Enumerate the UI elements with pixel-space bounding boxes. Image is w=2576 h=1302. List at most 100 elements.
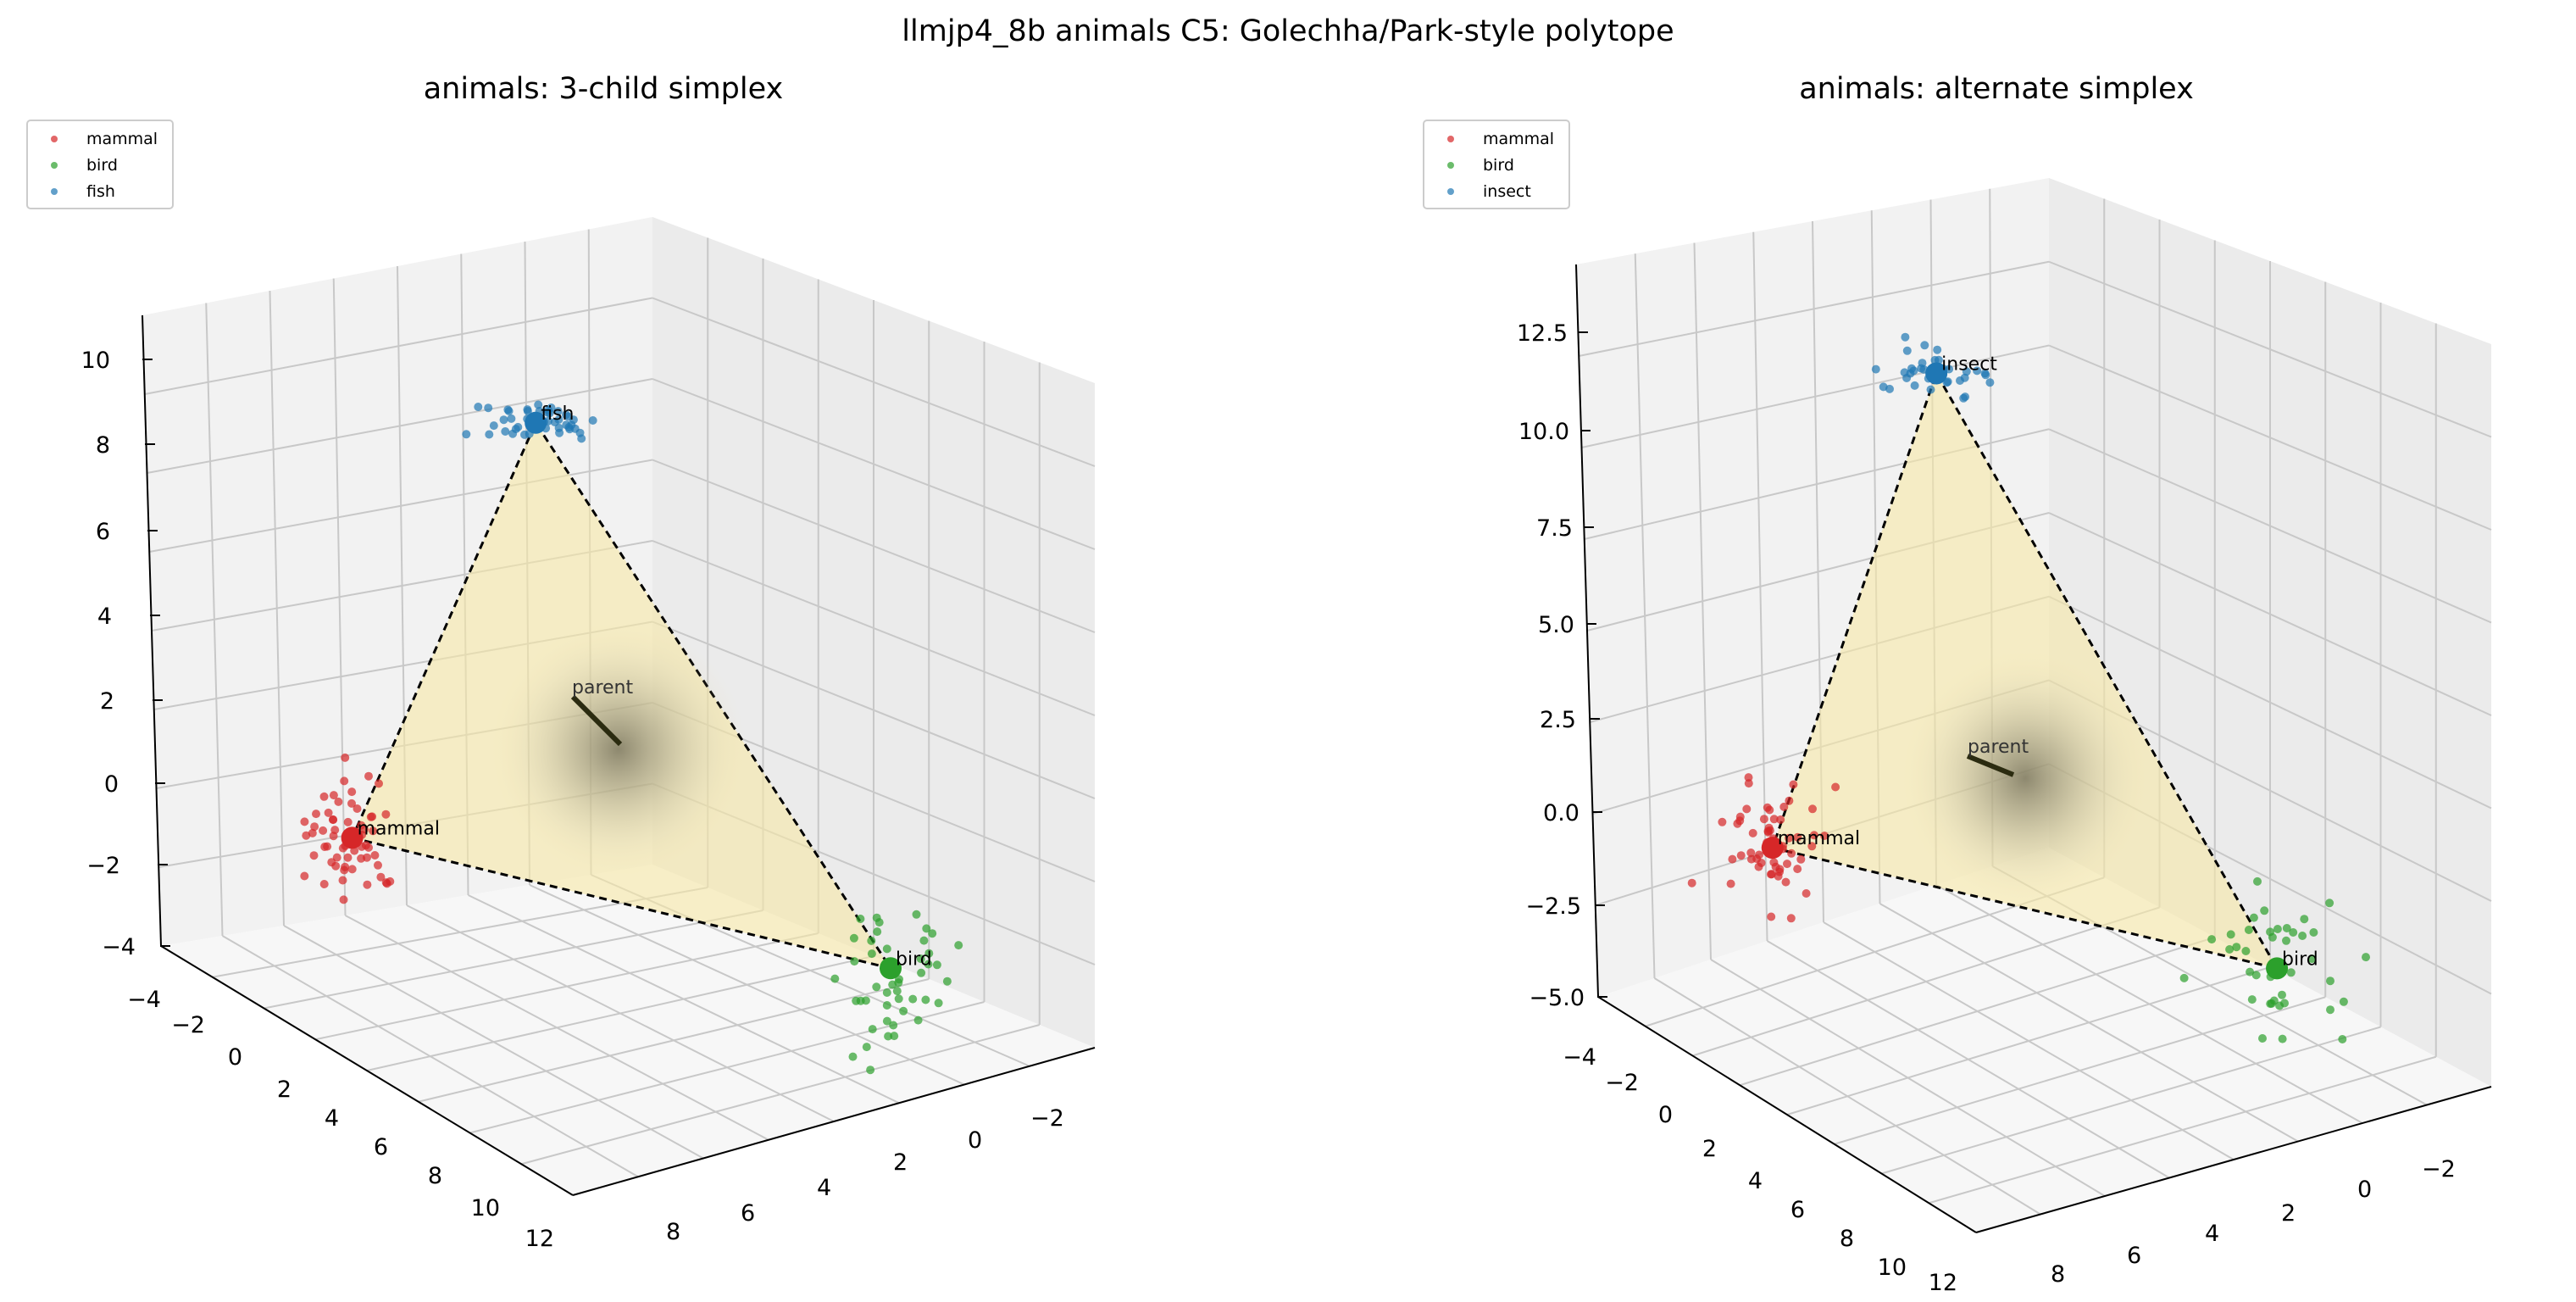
parent-arrow (570, 694, 623, 747)
y-tick-label: 2 (893, 1149, 908, 1176)
scatter-point-bird (2338, 1035, 2347, 1043)
scatter-point-bird (2282, 936, 2290, 945)
grid-line (1881, 1026, 2381, 1175)
scatter-point-bird (868, 1025, 877, 1034)
scatter-point-bird (2325, 899, 2334, 908)
scatter-point-insect (1961, 392, 1970, 402)
scatter-point-bird (899, 1006, 908, 1015)
legend: mammal bird fish (26, 120, 174, 209)
z-tick-label: 10.0 (1518, 419, 1569, 445)
panel-right: animals: alternate simplex 12.5 10.0 7.5… (1423, 72, 2492, 1296)
grid-lines (144, 229, 1096, 1178)
scatter-point-mammal (347, 798, 356, 808)
y-tick-label: 4 (817, 1175, 831, 1201)
z-tick-label: 10 (81, 348, 110, 374)
y-tick-label: 8 (666, 1219, 680, 1245)
panel-title: animals: 3-child simplex (424, 72, 784, 106)
scatter-point-mammal (1742, 804, 1752, 814)
legend-label-mammal: mammal (86, 130, 158, 148)
scatter-point-bird (2246, 967, 2255, 976)
scatter-point-mammal (300, 817, 309, 826)
scatter-point-bird (2251, 971, 2261, 980)
scatter-point-mammal (364, 843, 373, 852)
scatter-point-bird (934, 999, 943, 1008)
scatter-point-fish (499, 415, 508, 425)
y-axis-line (1975, 1086, 2492, 1233)
scatter-point-mammal (339, 895, 348, 904)
x-tick-label: 10 (1878, 1255, 1907, 1281)
scatter-point-mammal (1775, 867, 1784, 876)
y-tick-label: 0 (2357, 1177, 2372, 1203)
scatter-point-fish (507, 414, 516, 423)
scatter-point-mammal (1759, 815, 1768, 824)
grid-line (1928, 1055, 2437, 1205)
scatter-point-bird (2298, 932, 2307, 940)
scatter-point-bird (849, 933, 858, 943)
x-axis-line (1597, 996, 1977, 1233)
scatter-point-insect (1934, 355, 1943, 364)
scatter-point-bird (2260, 906, 2269, 915)
scatter-point-mammal (340, 776, 349, 786)
scatter-point-mammal (1769, 815, 1779, 824)
legend-marker-mammal (51, 136, 58, 142)
scatter-point-mammal (341, 753, 350, 762)
scatter-point-mammal (1767, 912, 1776, 921)
grid-line (652, 540, 1096, 716)
scatter-point-mammal (310, 822, 319, 832)
scatter-point-mammal (1796, 854, 1806, 864)
scatter-point-bird (848, 1052, 858, 1061)
scatter-point-insect (1871, 364, 1880, 374)
scatter-point-mammal (334, 797, 343, 806)
grid-line (529, 884, 965, 1086)
scatter-point-bird (932, 960, 941, 970)
scatter-point-mammal (369, 826, 378, 836)
x-tick-label: −4 (127, 987, 161, 1013)
scatter-point-insect (1907, 364, 1916, 373)
scatter-point-insect (1879, 382, 1888, 392)
scatter-point-bird (954, 941, 963, 950)
scatter-point-bird (884, 1032, 893, 1041)
scatter-point-fish (567, 420, 576, 430)
scatter-point-bird (867, 936, 876, 945)
scatter-point-bird (2286, 968, 2296, 977)
y-tick-label: 6 (741, 1200, 755, 1227)
scatter-point-mammal (375, 779, 383, 788)
vertex-insect (1925, 362, 1948, 385)
x-tick-label: 12 (525, 1226, 554, 1252)
scatter-point-mammal (382, 879, 391, 888)
scatter-point-bird (892, 987, 902, 996)
legend: mammal bird insect (1423, 120, 1570, 209)
vertex-label-bird: bird (896, 949, 932, 970)
scatter-point-bird (882, 1016, 891, 1026)
vertex-bird (880, 957, 902, 980)
scatter-point-mammal (364, 771, 373, 781)
x-tick-label: −4 (1563, 1044, 1596, 1071)
simplex-vertices: mammal bird fish (341, 403, 932, 980)
vertex-fish (525, 411, 547, 434)
z-tick-label: 5.0 (1538, 612, 1574, 638)
scatter-point-fish (485, 430, 494, 439)
noise-cloud (1902, 651, 2148, 905)
grid-line (366, 955, 874, 1071)
scatter-point-mammal (1820, 832, 1829, 840)
scatter-point-mammal (1785, 833, 1794, 843)
scatter-point-insect (1902, 346, 1912, 355)
grid-line (469, 1001, 985, 1134)
scatter-point-fish (489, 421, 498, 431)
scatter-point-mammal (331, 861, 341, 871)
z-tick-label: 4 (97, 604, 112, 630)
scatter-point-bird (913, 1015, 923, 1025)
y-ticks: −2 0 2 4 6 8 (2051, 1156, 2456, 1288)
scatter-point-insect (1920, 341, 1929, 350)
scatter-point-bird (872, 982, 881, 992)
scatter-point-fish (484, 403, 493, 413)
x-ticks: −4 −2 0 2 4 6 8 10 12 (1563, 1044, 1957, 1296)
scatter-point-bird (2225, 945, 2235, 954)
scatter-point-mammal (1744, 773, 1753, 782)
scatter-point-mammal (1808, 804, 1817, 814)
scatter-point-mammal (308, 828, 317, 837)
scatter-point-mammal (353, 804, 362, 813)
y-tick-label: 0 (968, 1127, 982, 1154)
x-tick-label: −2 (171, 1012, 205, 1038)
y-tick-label: 4 (2205, 1221, 2219, 1247)
